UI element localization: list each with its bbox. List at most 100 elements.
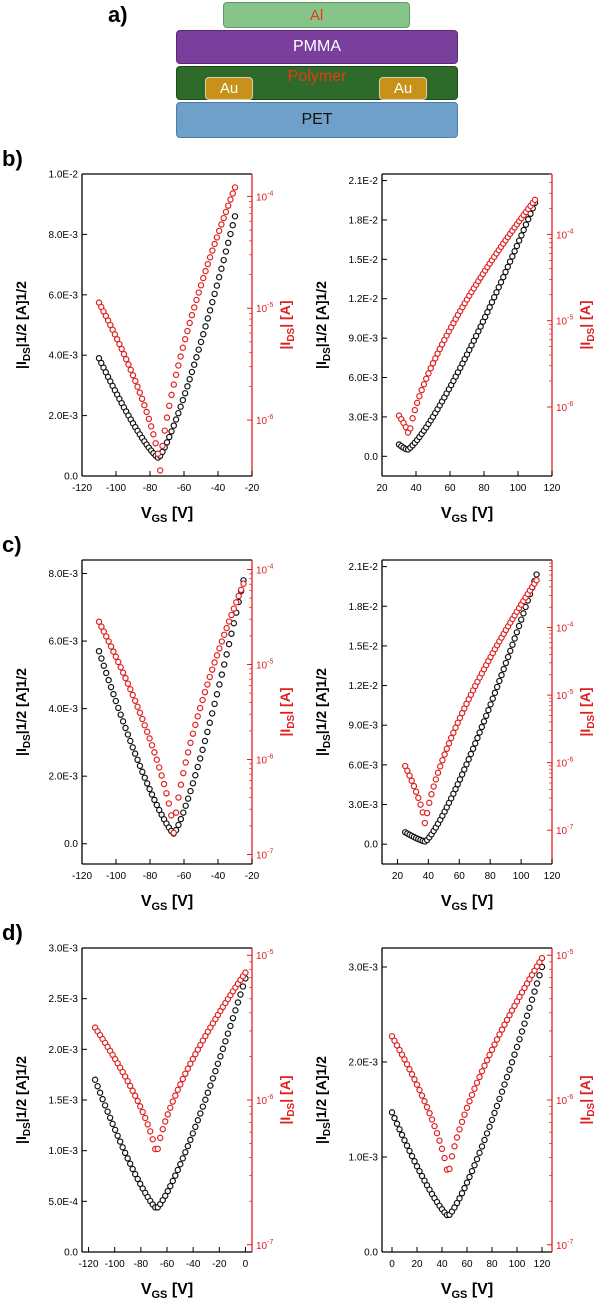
point-log-ids (117, 664, 124, 671)
point-log-ids (230, 605, 238, 612)
point-log-ids (466, 1098, 473, 1105)
point-sqrt-ids (189, 1130, 197, 1137)
point-log-ids (411, 1076, 418, 1083)
y-tick-label: 1.5E-2 (349, 255, 379, 266)
point-sqrt-ids (122, 724, 129, 732)
point-sqrt-ids (204, 315, 211, 322)
device-stack-diagram: Al PMMA Polymer Au Au PET (0, 0, 600, 145)
point-sqrt-ids (480, 718, 488, 725)
x-axis-title: VGS [V] (441, 1281, 493, 1301)
point-log-ids (418, 1092, 426, 1099)
point-sqrt-ids (476, 729, 483, 736)
point-log-ids (168, 812, 175, 819)
point-log-ids (186, 319, 193, 327)
point-log-ids (213, 234, 221, 241)
point-sqrt-ids (223, 651, 230, 658)
x-axis-title: VGS [V] (141, 1281, 193, 1301)
point-sqrt-ids (393, 1120, 401, 1127)
x-tick-label: 120 (534, 1259, 551, 1270)
point-log-ids (150, 431, 157, 438)
point-sqrt-ids (506, 1066, 513, 1073)
point-log-ids (188, 311, 196, 319)
point-log-ids (165, 800, 173, 807)
point-sqrt-ids (478, 1143, 486, 1150)
point-sqrt-ids (486, 304, 493, 311)
point-sqrt-ids (131, 750, 139, 757)
point-log-ids (141, 722, 148, 729)
point-sqrt-ids (106, 1114, 114, 1122)
y2-tick-label: 10-4 (556, 622, 573, 635)
point-sqrt-ids (469, 745, 477, 752)
point-sqrt-ids (213, 691, 221, 698)
point-log-ids (416, 1086, 423, 1094)
point-sqrt-ids (493, 289, 500, 296)
point-sqrt-ids (177, 403, 184, 410)
x-tick-label: -80 (143, 483, 158, 494)
chart-b-left: -120 -100 -80 -60 -40 -20 0.0 2.0E-3 4.0E-3 6.0E-… (13, 170, 297, 526)
point-log-ids (122, 356, 130, 363)
point-log-ids (156, 467, 164, 474)
point-sqrt-ids (184, 795, 192, 802)
point-log-ids (144, 1121, 151, 1128)
x-tick-label: -80 (134, 1259, 149, 1270)
point-log-ids (112, 653, 120, 660)
point-log-ids (411, 406, 419, 414)
point-log-ids (159, 1125, 166, 1133)
point-log-ids (159, 442, 166, 450)
point-sqrt-ids (474, 734, 481, 742)
point-sqrt-ids (148, 791, 156, 798)
point-sqrt-ids (222, 1038, 229, 1045)
point-sqrt-ids (119, 1144, 126, 1151)
point-sqrt-ids (110, 690, 117, 698)
point-sqrt-ids (215, 274, 223, 281)
point-sqrt-ids (177, 1161, 184, 1168)
point-log-ids (113, 336, 121, 343)
point-sqrt-ids (96, 1089, 104, 1096)
point-log-ids (496, 1031, 503, 1038)
point-sqrt-ids (504, 653, 512, 661)
x-axis-title: VGS [V] (141, 505, 193, 525)
y-tick-label: 4.0E-3 (49, 704, 79, 715)
point-sqrt-ids (488, 1116, 496, 1124)
point-log-ids (453, 1134, 461, 1141)
layer-polymer-label: Polymer (287, 68, 347, 85)
point-sqrt-ids (511, 635, 518, 642)
point-sqrt-ids (174, 1166, 181, 1174)
point-sqrt-ids (115, 704, 122, 712)
point-log-ids (156, 764, 163, 771)
point-sqrt-ids (180, 809, 187, 816)
layer-pmma-label: PMMA (293, 38, 341, 55)
point-log-ids (224, 202, 232, 209)
point-sqrt-ids (403, 1142, 411, 1149)
point-sqrt-ids (100, 662, 108, 669)
point-sqrt-ids (467, 750, 475, 758)
point-sqrt-ids (136, 1180, 144, 1188)
point-log-ids (441, 751, 448, 758)
y-tick-label: 3.0E-3 (49, 944, 79, 955)
point-log-ids (100, 628, 108, 635)
point-sqrt-ids (204, 1089, 212, 1096)
point-sqrt-ids (134, 756, 141, 764)
point-log-ids (436, 1137, 443, 1144)
point-sqrt-ids (124, 1155, 131, 1162)
y-tick-label: 9.0E-3 (349, 334, 379, 345)
point-sqrt-ids (202, 1096, 209, 1103)
point-sqrt-ids (465, 756, 472, 763)
y-axis-right-title: |IDS| [A] (277, 301, 297, 350)
x-tick-label: 20 (376, 483, 388, 494)
point-log-ids (182, 759, 189, 766)
point-sqrt-ids (127, 737, 134, 745)
chart-c-left: -120 -100 -80 -60 -40 -20 0.0 2.0E-3 4.0E-3 6.0E-… (13, 559, 297, 913)
point-sqrt-ids (99, 1095, 106, 1103)
point-sqrt-ids (401, 1137, 408, 1144)
point-sqrt-ids (187, 787, 194, 795)
point-sqrt-ids (182, 802, 189, 809)
layer-pmma: PMMA (176, 30, 458, 64)
point-log-ids (187, 739, 194, 747)
point-log-ids (110, 648, 117, 655)
point-log-ids (478, 1068, 486, 1075)
point-log-ids (126, 1082, 134, 1090)
point-sqrt-ids (175, 409, 182, 417)
x-tick-label: 40 (410, 483, 422, 494)
point-sqrt-ids (533, 571, 540, 578)
